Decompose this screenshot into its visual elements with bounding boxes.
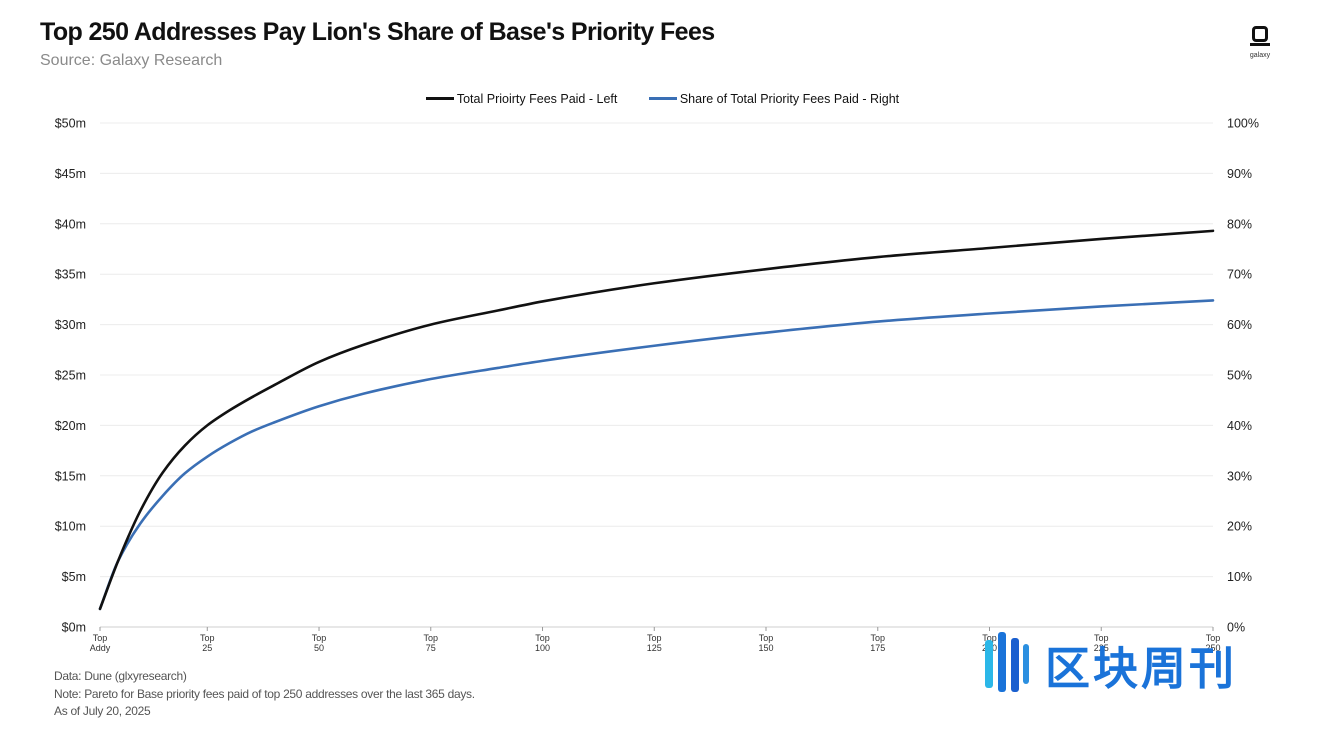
right-tick-label: 70% [1227, 268, 1252, 282]
x-tick-label: 175 [870, 643, 885, 653]
chart-title: Top 250 Addresses Pay Lion's Share of Ba… [40, 18, 715, 46]
x-tick-label: Top [982, 633, 997, 643]
x-tick-label: Top [200, 633, 215, 643]
footnote-note: Note: Pareto for Base priority fees paid… [54, 686, 475, 701]
x-tick-label: Addy [90, 643, 111, 653]
left-tick-label: $25m [55, 369, 86, 383]
right-tick-label: 50% [1227, 369, 1252, 383]
left-tick-label: $50m [55, 117, 86, 131]
left-tick-label: $30m [55, 318, 86, 332]
right-tick-label: 80% [1227, 217, 1252, 231]
right-tick-label: 20% [1227, 520, 1252, 534]
left-tick-label: $40m [55, 217, 86, 231]
left-axis-ticks: $0m $5m $10m $15m $20m $25m $30m $35m $40m $45m $5… [55, 117, 86, 635]
galaxy-logo-icon [1250, 26, 1270, 46]
x-tick-label: 150 [758, 643, 773, 653]
x-tick-label: Top [1094, 633, 1109, 643]
legend-item-share: Share of Total Priority Fees Paid - Righ… [648, 91, 900, 106]
legend-label-total-fees: Total Prioirty Fees Paid - Left [456, 91, 618, 106]
watermark: 区块周刊 [985, 630, 1237, 698]
x-tick-label: Top [424, 633, 439, 643]
left-tick-label: $45m [55, 167, 86, 181]
left-tick-label: $10m [55, 520, 86, 534]
right-tick-label: 100% [1227, 117, 1259, 131]
galaxy-logo-text: galaxy [1249, 52, 1271, 59]
footnote-data-source: Data: Dune (glxyresearch) [54, 669, 187, 683]
chart-subtitle: Source: Galaxy Research [40, 52, 223, 69]
left-tick-label: $20m [55, 419, 86, 433]
x-tick-label: Top [535, 633, 550, 643]
watermark-logo-icon [985, 632, 1031, 696]
legend-swatch-total-fees [425, 97, 454, 100]
right-tick-label: 0% [1227, 621, 1245, 635]
chart-legend: Total Prioirty Fees Paid - Left Share of… [0, 89, 1325, 106]
footnote-as-of: As of July 20, 2025 [54, 704, 151, 718]
x-tick-label: 50 [314, 643, 324, 653]
legend-label-share: Share of Total Priority Fees Paid - Righ… [679, 91, 900, 106]
footnotes: Data: Dune (glxyresearch) Note: Pareto f… [54, 668, 475, 721]
left-tick-label: $35m [55, 268, 86, 282]
left-tick-label: $15m [55, 469, 86, 483]
watermark-text: 区块周刊 [1045, 641, 1238, 695]
x-tick-label: Top [312, 633, 327, 643]
x-tick-label: 125 [647, 643, 662, 653]
legend-item-total-fees: Total Prioirty Fees Paid - Left [425, 91, 618, 106]
x-tick-label: 250 [1205, 643, 1220, 653]
right-tick-label: 90% [1227, 167, 1252, 181]
series-line-share [98, 299, 1215, 611]
right-tick-label: 40% [1227, 419, 1252, 433]
left-tick-label: $0m [62, 621, 86, 635]
galaxy-logo: galaxy [1240, 26, 1280, 59]
left-tick-label: $5m [62, 570, 86, 584]
x-tick-label: Top [759, 633, 774, 643]
x-tick-label: 75 [426, 643, 436, 653]
series-line-total-fees [98, 229, 1215, 611]
legend-swatch-share [648, 97, 677, 100]
grid-lines [100, 122, 1213, 628]
x-tick-label: Top [93, 633, 108, 643]
x-tick-label: 25 [202, 643, 212, 653]
right-tick-label: 30% [1227, 469, 1252, 483]
right-tick-label: 10% [1227, 570, 1252, 584]
x-tick-label: 225 [1094, 643, 1109, 653]
right-axis-ticks: 0% 10% 20% 30% 40% 50% 60% 70% 80% 90% 100% [1227, 117, 1259, 635]
series-lines [98, 229, 1215, 611]
right-tick-label: 60% [1227, 318, 1252, 332]
x-tick-label: Top [1206, 633, 1221, 643]
x-tick-label: Top [647, 633, 662, 643]
x-tick-label: Top [871, 633, 886, 643]
x-tick-label: 100 [535, 643, 550, 653]
